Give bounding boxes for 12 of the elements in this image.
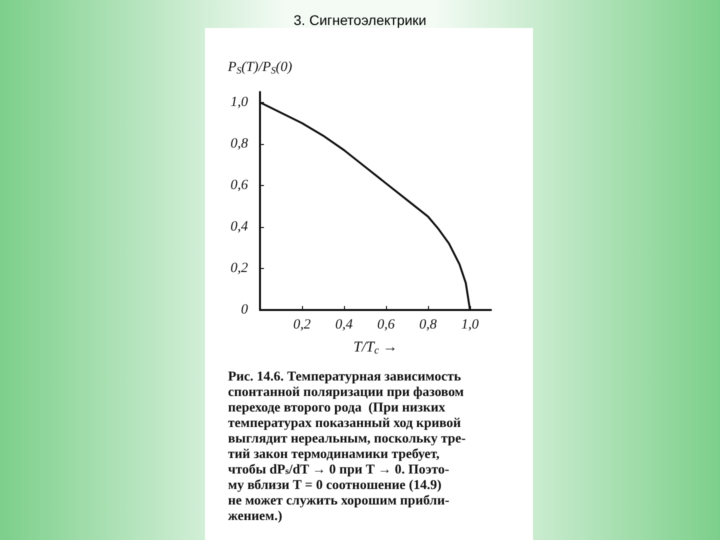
y-tick-label: 0,8 [230, 136, 248, 152]
x-tick-label: 0,2 [293, 318, 311, 332]
x-tick-label: 1,0 [461, 318, 479, 332]
y-tick-label: 0,2 [230, 260, 248, 276]
y-tick-label: 0,6 [230, 178, 248, 193]
x-tick-label: 0,8 [419, 318, 437, 332]
x-tick-label: 0,4 [335, 318, 353, 332]
x-tick-label: 0,6 [377, 318, 395, 332]
y-tick-label: 0,4 [230, 219, 248, 234]
chart-title: 3. Сигнетоэлектрики [294, 12, 426, 28]
y-tick-label: 0 [241, 302, 248, 318]
y-tick-label: 1,0 [230, 94, 248, 110]
